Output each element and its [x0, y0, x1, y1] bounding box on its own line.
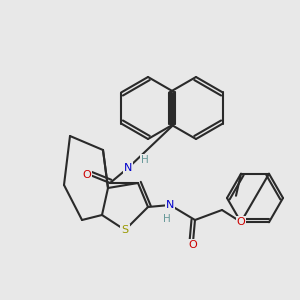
Text: O: O — [189, 240, 197, 250]
Text: O: O — [237, 217, 245, 227]
Text: O: O — [82, 170, 91, 180]
Text: H: H — [163, 214, 171, 224]
Text: H: H — [141, 155, 149, 165]
Text: N: N — [166, 200, 174, 210]
Text: N: N — [124, 163, 132, 173]
Text: S: S — [122, 225, 129, 235]
